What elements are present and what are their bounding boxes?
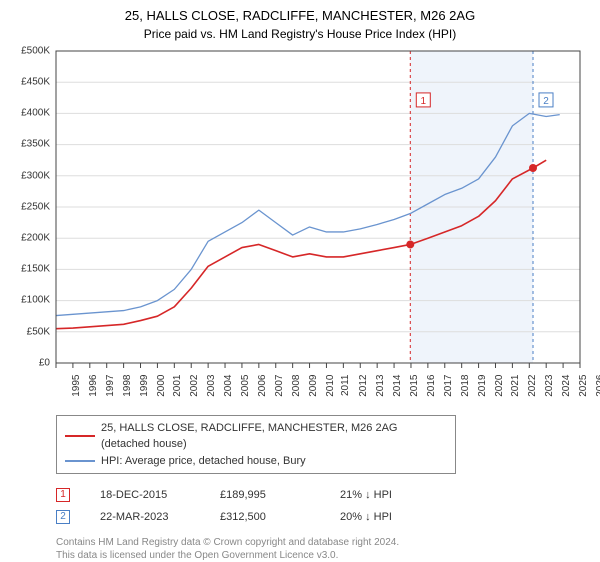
x-axis-tick-label: 2005 — [240, 374, 251, 396]
y-axis-tick-label: £100K — [12, 295, 50, 306]
x-axis-tick-label: 1999 — [138, 374, 149, 396]
x-axis-tick-label: 2022 — [527, 374, 538, 396]
annotation-date: 18-DEC-2015 — [100, 484, 190, 506]
y-axis-tick-label: £150K — [12, 264, 50, 275]
annotation-table: 1 18-DEC-2015 £189,995 21% ↓ HPI 2 22-MAR-202… — [56, 484, 588, 528]
x-axis-tick-label: 2003 — [206, 374, 217, 396]
x-axis-tick-label: 2001 — [172, 374, 183, 396]
x-axis-tick-label: 2010 — [324, 374, 335, 396]
x-axis-tick-label: 2014 — [392, 374, 403, 396]
y-axis-tick-label: £250K — [12, 201, 50, 212]
chart-title: 25, HALLS CLOSE, RADCLIFFE, MANCHESTER, … — [12, 8, 588, 25]
annotation-price: £312,500 — [220, 506, 310, 528]
chart-container: 25, HALLS CLOSE, RADCLIFFE, MANCHESTER, … — [0, 0, 600, 560]
legend-label: HPI: Average price, detached house, Bury — [101, 453, 306, 470]
x-axis-tick-label: 2023 — [544, 374, 555, 396]
x-axis-tick-label: 1996 — [88, 374, 99, 396]
chart-subtitle: Price paid vs. HM Land Registry's House … — [12, 27, 588, 41]
x-axis-tick-label: 2024 — [561, 374, 572, 396]
legend-label: 25, HALLS CLOSE, RADCLIFFE, MANCHESTER, … — [101, 420, 447, 453]
x-axis-tick-label: 2004 — [223, 374, 234, 396]
chart-area: 12 £0£50K£100K£150K£200K£250K£300K£350K£… — [12, 47, 588, 407]
svg-text:2: 2 — [543, 96, 549, 107]
y-axis-tick-label: £300K — [12, 170, 50, 181]
x-axis-tick-label: 1997 — [105, 374, 116, 396]
x-axis-tick-label: 2006 — [257, 374, 268, 396]
x-axis-tick-label: 2021 — [510, 374, 521, 396]
x-axis-tick-label: 2017 — [443, 374, 454, 396]
footer-line-1: Contains HM Land Registry data © Crown c… — [56, 536, 588, 549]
x-axis-tick-label: 2009 — [307, 374, 318, 396]
y-axis-tick-label: £450K — [12, 77, 50, 88]
x-axis-tick-label: 2018 — [460, 374, 471, 396]
footer: Contains HM Land Registry data © Crown c… — [56, 536, 588, 562]
legend-swatch — [65, 460, 95, 462]
legend-swatch — [65, 435, 95, 437]
x-axis-tick-label: 2011 — [340, 374, 351, 396]
x-axis-tick-label: 2016 — [426, 374, 437, 396]
annotation-date: 22-MAR-2023 — [100, 506, 190, 528]
x-axis-tick-label: 2007 — [274, 374, 285, 396]
x-axis-tick-label: 1995 — [71, 374, 82, 396]
annotation-row: 1 18-DEC-2015 £189,995 21% ↓ HPI — [56, 484, 588, 506]
svg-text:1: 1 — [421, 96, 427, 107]
x-axis-tick-label: 2019 — [476, 374, 487, 396]
x-axis-tick-label: 2002 — [189, 374, 200, 396]
y-axis-tick-label: £400K — [12, 108, 50, 119]
legend-item: 25, HALLS CLOSE, RADCLIFFE, MANCHESTER, … — [65, 420, 447, 453]
annotation-delta: 21% ↓ HPI — [340, 484, 430, 506]
x-axis-tick-label: 2026 — [595, 374, 600, 396]
x-axis-tick-label: 2000 — [155, 374, 166, 396]
annotation-marker: 1 — [56, 488, 70, 502]
x-axis-tick-label: 2020 — [493, 374, 504, 396]
x-axis-tick-label: 2008 — [290, 374, 301, 396]
annotation-price: £189,995 — [220, 484, 310, 506]
y-axis-tick-label: £50K — [12, 326, 50, 337]
x-axis-tick-label: 2015 — [409, 374, 420, 396]
footer-line-2: This data is licensed under the Open Gov… — [56, 549, 588, 562]
annotation-delta: 20% ↓ HPI — [340, 506, 430, 528]
chart-svg: 12 — [12, 47, 588, 407]
x-axis-tick-label: 2013 — [375, 374, 386, 396]
y-axis-tick-label: £0 — [12, 357, 50, 368]
y-axis-tick-label: £200K — [12, 233, 50, 244]
x-axis-tick-label: 1998 — [121, 374, 132, 396]
y-axis-tick-label: £350K — [12, 139, 50, 150]
x-axis-tick-label: 2025 — [578, 374, 589, 396]
y-axis-tick-label: £500K — [12, 45, 50, 56]
x-axis-tick-label: 2012 — [358, 374, 369, 396]
legend-item: HPI: Average price, detached house, Bury — [65, 453, 447, 470]
annotation-marker: 2 — [56, 510, 70, 524]
legend: 25, HALLS CLOSE, RADCLIFFE, MANCHESTER, … — [56, 415, 456, 475]
annotation-row: 2 22-MAR-2023 £312,500 20% ↓ HPI — [56, 506, 588, 528]
